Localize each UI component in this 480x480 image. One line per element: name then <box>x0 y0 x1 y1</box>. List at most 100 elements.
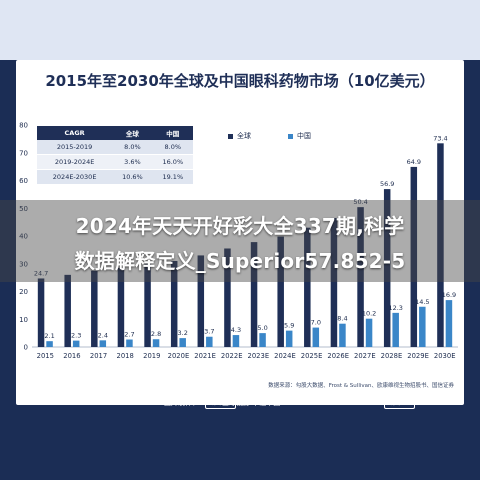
table-cell: 2024E-2030E <box>37 169 113 185</box>
table-cell: 16.0% <box>152 154 193 170</box>
bar-global <box>304 227 311 347</box>
bar-china <box>365 318 373 347</box>
y-tick-label: 30 <box>19 260 28 268</box>
bar-global <box>224 248 231 347</box>
x-tick-label: 2024E <box>274 352 296 360</box>
y-tick-label: 60 <box>19 177 28 185</box>
x-tick-label: 2020E <box>168 352 190 360</box>
y-tick-label: 10 <box>19 316 28 324</box>
bar-value-label: 8.4 <box>337 315 347 323</box>
bar-value-label: 14.5 <box>415 298 429 306</box>
bar-global <box>37 278 45 347</box>
cagr-header-cell: 中国 <box>152 126 193 140</box>
y-tick-label: 80 <box>19 122 28 130</box>
footer-logo-right: 勤维汇 <box>384 394 415 409</box>
bar-value-label: 5.0 <box>257 324 267 332</box>
x-tick-label: 2023E <box>248 352 270 360</box>
y-tick-label: 50 <box>19 205 28 213</box>
headline-line-2: 数据解释定义_Superior57.852-5 <box>74 249 406 273</box>
table-cell: 3.6% <box>112 154 153 170</box>
bar-value-label: 3.7 <box>204 328 214 336</box>
bar-china <box>312 327 320 347</box>
table-row: 2024E-2030E 10.6% 19.1% <box>37 169 193 185</box>
bar-global <box>91 270 98 347</box>
bar-global <box>197 255 205 347</box>
bar-value-label: 12.3 <box>388 304 402 312</box>
bar-value-label: 16.9 <box>442 291 456 299</box>
bar-china <box>285 330 293 347</box>
bar-value-label: 2.3 <box>71 332 81 340</box>
footer-logo-left: 勤维汇 <box>205 394 236 409</box>
bar-global <box>250 242 258 347</box>
headline-line-1: 2024年天天开好彩大全337期,科学 <box>75 214 405 238</box>
bar-global <box>144 263 151 347</box>
table-row: 2019-2024E 3.6% 16.0% <box>37 154 193 170</box>
x-tick-label: 2027E <box>354 352 376 360</box>
bar-china <box>259 333 266 347</box>
headline-overlay <box>0 200 480 282</box>
x-tick-label: 2017 <box>90 352 107 360</box>
bar-global <box>437 143 444 347</box>
bar-value-label: 56.9 <box>380 180 394 188</box>
table-row: 2015-2019 8.0% 8.0% <box>37 140 193 155</box>
y-tick-label: 40 <box>19 233 28 241</box>
chart-title: 2015年至2030年全球及中国眼科药物市场（10亿美元） <box>45 72 435 90</box>
bar-value-label: 10.2 <box>362 310 376 318</box>
bar-china <box>152 339 160 347</box>
bar-china <box>445 300 453 347</box>
bar-china <box>419 306 426 347</box>
footer-label: 图片制作： <box>164 399 199 407</box>
bar-value-label: 2.8 <box>151 330 161 338</box>
x-tick-label: 2016 <box>63 352 80 360</box>
x-tick-label: 2026E <box>327 352 349 360</box>
bar-value-label: 5.9 <box>284 322 294 330</box>
bar-china <box>206 336 213 347</box>
x-tick-label: 2030E <box>434 352 456 360</box>
source-note: 数据来源：勾股大数据、Frost & Sullivan、欧康维视生物招股书、国信… <box>268 383 454 389</box>
cagr-table: CAGR 全球 中国 2015-2019 8.0% 8.0% 2019-2024… <box>37 126 193 185</box>
x-tick-label: 2025E <box>301 352 323 360</box>
bar-value-label: 73.4 <box>433 134 447 142</box>
bar-value-label: 24.7 <box>34 269 48 277</box>
x-tick-label: 2028E <box>381 352 403 360</box>
bar-value-label: 4.3 <box>231 326 241 334</box>
bar-value-label: 64.9 <box>407 158 421 166</box>
bar-china <box>179 338 186 347</box>
table-cell: 10.6% <box>112 169 153 185</box>
bar-value-label: 2.7 <box>124 331 134 339</box>
table-cell: 2019-2024E <box>37 154 113 170</box>
bar-global <box>170 260 178 347</box>
bar-value-label: 50.4 <box>353 198 367 206</box>
bar-value-label: 2.4 <box>98 331 108 339</box>
table-cell: 8.0% <box>152 140 193 155</box>
bar-china <box>46 341 53 347</box>
cagr-header-cell: CAGR <box>37 126 113 140</box>
cagr-header-row: CAGR 全球 中国 <box>37 126 193 140</box>
legend-label: 中国 <box>297 132 311 140</box>
bar-value-label: 2.1 <box>44 332 54 340</box>
bar-china <box>126 339 133 347</box>
legend-china: 中国 <box>288 131 311 141</box>
bar-china <box>392 312 399 347</box>
bar-global <box>64 274 71 347</box>
footer-slogan: 全球视野 下注中国 <box>222 399 281 407</box>
header-band <box>0 0 480 60</box>
y-tick-label: 70 <box>19 149 28 157</box>
bar-value-label: 3.2 <box>178 329 188 337</box>
bar-global <box>410 166 418 347</box>
legend-swatch <box>288 133 293 139</box>
cagr-header-cell: 全球 <box>112 126 153 140</box>
table-cell: 8.0% <box>112 140 153 155</box>
y-tick-label: 0 <box>24 344 28 352</box>
legend-global: 全球 <box>228 131 251 141</box>
bar-global <box>383 189 391 347</box>
bar-china <box>72 340 80 347</box>
bar-china <box>99 340 107 347</box>
legend-label: 全球 <box>237 132 251 140</box>
table-cell: 2015-2019 <box>37 140 113 155</box>
x-tick-label: 2021E <box>194 352 216 360</box>
legend-swatch <box>228 133 233 139</box>
x-tick-label: 2015 <box>37 352 54 360</box>
